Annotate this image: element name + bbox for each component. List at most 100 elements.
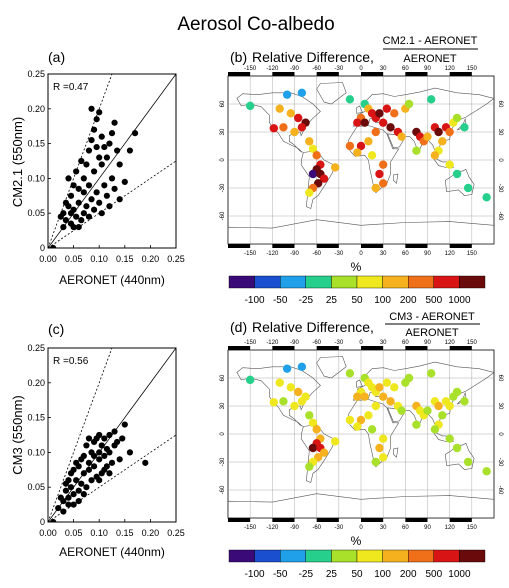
panel-d-lon-label-bottom: 90 xyxy=(424,525,431,531)
colorbar-1-tick-label: 25 xyxy=(326,295,338,306)
colorbar-1-tick-label: 100 xyxy=(374,295,391,306)
panel-d-lat-label-left: -60 xyxy=(220,485,226,494)
panel-d-lat-label-left: 0 xyxy=(220,432,226,436)
panel-c-point xyxy=(98,442,105,449)
panel-b-lat-label-left: -30 xyxy=(220,183,226,192)
panel-d-lon-label-bottom: -90 xyxy=(290,525,299,531)
panel-d-site-marker xyxy=(378,434,388,443)
panel-d-title: Relative Difference, xyxy=(252,319,374,335)
panel-a-point xyxy=(101,143,108,151)
panel-b-site-marker xyxy=(445,127,454,137)
colorbar-2-tick-label: 1000 xyxy=(448,569,471,580)
panel-d-site-marker xyxy=(452,443,462,453)
panel-a-xlabel: AERONET (440nm) xyxy=(59,273,165,287)
panel-d-lat-label-right: 60 xyxy=(497,375,503,382)
panel-d-site-marker xyxy=(397,406,406,415)
panel-a-point xyxy=(65,175,72,182)
panel-b-site-marker xyxy=(353,148,362,157)
panel-b-site-marker xyxy=(305,137,314,146)
panel-a-point xyxy=(78,217,85,224)
panel-d-site-marker xyxy=(297,397,307,406)
panel-b-land-outline xyxy=(393,173,399,184)
panel-b-site-marker xyxy=(312,151,321,160)
panel-c-point xyxy=(85,466,93,473)
panel-d-border-segment xyxy=(316,518,339,522)
panel-c-xtick-label: 0.25 xyxy=(167,528,185,538)
panel-d-site-marker xyxy=(386,397,395,406)
panel-a-xtick-label: 0.20 xyxy=(142,254,160,264)
panel-a-point xyxy=(67,192,75,199)
colorbar-1-swatch xyxy=(356,275,383,289)
panel-a-point xyxy=(106,203,113,210)
panel-d-label: (d) xyxy=(230,319,247,335)
panel-c-point xyxy=(116,456,123,463)
panel-d-land-outline xyxy=(348,399,400,468)
panel-b-site-marker xyxy=(290,127,299,137)
panel-d-site-marker xyxy=(375,443,384,453)
panel-b-lat-label-left: 30 xyxy=(220,128,226,135)
panel-d-site-marker xyxy=(345,369,355,378)
panel-a-ticks: 0.00 0.05 0.10 0.15 0.20 0.25 0 0.05 0.10 0.15 0.2… xyxy=(27,69,184,264)
panel-a-xtick-label: 0.25 xyxy=(167,254,185,264)
panel-b-lon-label-bottom: 150 xyxy=(467,251,478,257)
panel-c-point xyxy=(142,459,149,466)
colorbar-1: % -100 -50 -25 25 50 100 200 500 1000 xyxy=(228,260,486,306)
panel-a-point xyxy=(60,210,67,217)
panel-a-r-value: R =0.47 xyxy=(53,82,89,93)
panel-b-lat-label-right: 30 xyxy=(497,129,503,136)
panel-a-point xyxy=(85,182,93,189)
panel-d-lon-label-top: 90 xyxy=(424,340,431,346)
panel-c: (c) 0.00 0.05 0.10 0.15 0.20 0.25 0 0.05 0.10 0.1… xyxy=(10,321,185,559)
panel-a-point xyxy=(62,199,70,206)
panel-a-point xyxy=(83,161,90,168)
panel-b-site-marker xyxy=(430,151,440,160)
panel-d-map-border xyxy=(228,346,472,522)
panel-b-site-marker xyxy=(356,141,366,151)
panel-d-site-marker xyxy=(423,406,432,415)
panel-b-site-marker xyxy=(452,169,462,179)
panel-c-point xyxy=(73,459,80,466)
colorbar-1-tick-label: -100 xyxy=(245,295,265,306)
panel-b-site-marker xyxy=(378,179,388,188)
panel-d-land-outline xyxy=(393,447,399,458)
panel-c-point xyxy=(126,449,134,456)
colorbar-1-swatch xyxy=(459,275,486,289)
panel-d-site-marker xyxy=(375,383,384,392)
panel-d-land-outline xyxy=(300,424,336,483)
panel-b-site-marker xyxy=(423,132,432,141)
panel-d-site-marker xyxy=(371,401,380,411)
panel-c-point xyxy=(96,456,103,463)
panel-b-land-outline xyxy=(316,82,347,105)
panel-c-point xyxy=(75,487,82,494)
panel-d-lon-label-top: -60 xyxy=(312,340,321,346)
colorbar-1-swatch xyxy=(280,275,307,289)
colorbar-1-swatch xyxy=(408,275,435,289)
panel-c-xtick-label: 0.05 xyxy=(65,528,83,538)
colorbar-1-tick-label: 50 xyxy=(351,295,363,306)
panel-d-lon-label-bottom: 0 xyxy=(359,525,363,531)
panel-c-point xyxy=(55,504,62,512)
panel-d-site-marker xyxy=(434,401,443,411)
colorbar-2-tick-label: 500 xyxy=(425,569,442,580)
colorbar-2-swatch xyxy=(305,549,332,563)
panel-b-lon-label-bottom: 30 xyxy=(380,251,387,257)
panel-c-xtick-label: 0.15 xyxy=(116,528,134,538)
panel-d-site-marker xyxy=(445,434,454,443)
panel-a-point xyxy=(50,244,57,248)
panel-c-point xyxy=(60,498,67,505)
panel-d-denominator: AERONET xyxy=(405,327,458,339)
panel-d-border-segment xyxy=(361,346,384,350)
panel-b-label: (b) xyxy=(230,49,247,65)
panel-b-site-marker xyxy=(275,104,284,113)
panel-d-numerator: CM3 - AERONET xyxy=(389,311,475,323)
colorbar-2-swatch xyxy=(408,549,435,563)
panel-b-lon-label-top: 0 xyxy=(359,66,363,72)
panel-b-site-marker xyxy=(293,113,303,123)
panel-b-border-segment xyxy=(405,244,428,248)
panel-b-site-marker xyxy=(386,123,395,132)
panel-a-point xyxy=(75,199,82,206)
panel-a-point xyxy=(80,175,87,182)
panel-d-site-marker xyxy=(412,420,421,429)
panel-a-points xyxy=(50,105,139,248)
panel-d-site-marker xyxy=(330,437,340,446)
